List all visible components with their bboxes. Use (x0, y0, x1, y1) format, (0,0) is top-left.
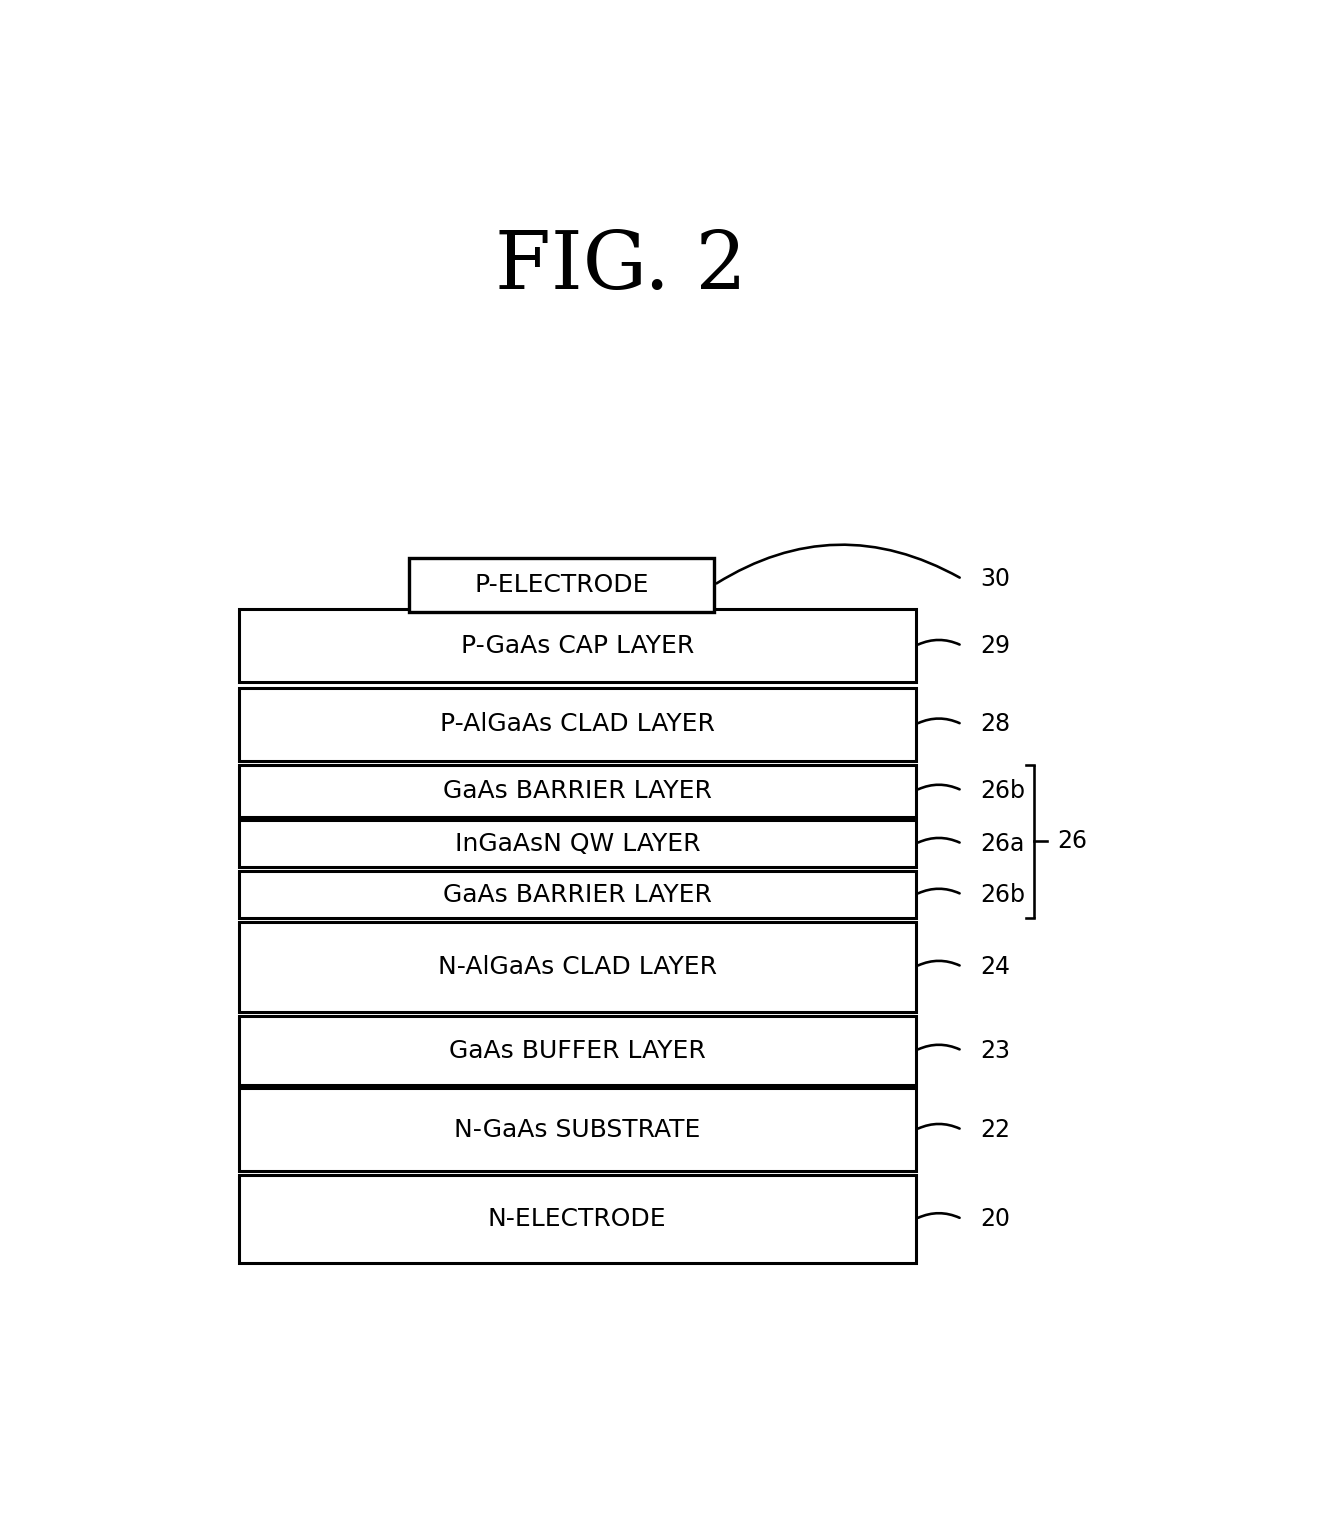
Text: GaAs BUFFER LAYER: GaAs BUFFER LAYER (449, 1039, 705, 1062)
Bar (239, 1088, 916, 1171)
Text: P-ELECTRODE: P-ELECTRODE (475, 573, 649, 597)
Text: N-GaAs SUBSTRATE: N-GaAs SUBSTRATE (455, 1117, 700, 1142)
Text: 26b: 26b (981, 778, 1025, 803)
Text: 24: 24 (981, 955, 1010, 979)
Text: 26: 26 (1057, 829, 1088, 853)
Text: 29: 29 (981, 634, 1010, 659)
Text: GaAs BARRIER LAYER: GaAs BARRIER LAYER (443, 883, 712, 907)
Bar (239, 1016, 916, 1085)
Bar (239, 820, 916, 867)
Text: N-AlGaAs CLAD LAYER: N-AlGaAs CLAD LAYER (437, 955, 717, 979)
Text: FIG. 2: FIG. 2 (496, 227, 746, 305)
Bar (239, 609, 916, 683)
Text: 26b: 26b (981, 883, 1025, 907)
Text: N-ELECTRODE: N-ELECTRODE (488, 1207, 666, 1231)
Text: 30: 30 (981, 566, 1010, 591)
Text: GaAs BARRIER LAYER: GaAs BARRIER LAYER (443, 778, 712, 803)
Text: 23: 23 (981, 1039, 1010, 1062)
Bar (239, 1174, 916, 1263)
Text: 20: 20 (981, 1207, 1010, 1231)
Bar (239, 764, 916, 817)
Text: P-AlGaAs CLAD LAYER: P-AlGaAs CLAD LAYER (440, 712, 714, 737)
Text: 26a: 26a (981, 832, 1025, 855)
Text: InGaAsN QW LAYER: InGaAsN QW LAYER (455, 832, 700, 855)
Bar (409, 557, 714, 612)
Bar (239, 870, 916, 918)
Text: P-GaAs CAP LAYER: P-GaAs CAP LAYER (461, 634, 694, 659)
Text: 28: 28 (981, 712, 1010, 737)
Text: 22: 22 (981, 1117, 1010, 1142)
Bar (239, 688, 916, 761)
Bar (239, 921, 916, 1012)
